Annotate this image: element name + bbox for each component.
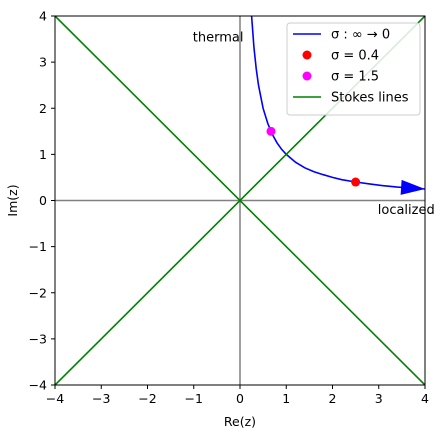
x-tick-label: 3 [375, 391, 383, 406]
legend-box [286, 22, 421, 116]
legend-marker-1 [302, 50, 312, 60]
legend-label-0: σ : ∞ → 0 [331, 28, 390, 43]
legend-label-3: Stokes lines [331, 91, 409, 106]
annotation-thermal: thermal [193, 30, 244, 45]
trajectory-arrowhead [400, 179, 425, 195]
y-tick-label: 1 [39, 147, 47, 162]
y-tick-label: −4 [29, 378, 47, 393]
x-tick-label: −2 [138, 391, 156, 406]
stokes-line-2 [55, 16, 425, 385]
y-tick-label: −1 [29, 239, 47, 254]
x-tick-label: −4 [46, 391, 64, 406]
points-layer [266, 126, 425, 195]
x-axis-label: Re(z) [224, 414, 256, 429]
marker-point-2 [266, 126, 276, 136]
legend-label-1: σ = 0.4 [331, 49, 379, 64]
y-tick-label: −2 [29, 285, 47, 300]
x-tick-label: −1 [185, 391, 203, 406]
y-tick-label: 0 [39, 193, 47, 208]
annotation-localized: localized [378, 203, 435, 218]
ticks-layer: −4 −3 −2 −1 0 1 2 3 4 −4 −3 −2 −1 0 1 2 3 4 [29, 9, 429, 407]
x-tick-label: 0 [236, 391, 244, 406]
x-tick-label: 2 [329, 391, 337, 406]
marker-point-1 [351, 177, 361, 187]
legend-label-2: σ = 1.5 [331, 70, 379, 85]
sigma-trajectory-line [250, 16, 425, 190]
annotations-layer: thermal localized [193, 30, 435, 218]
y-tick-label: 2 [39, 101, 47, 116]
y-tick-label: −3 [29, 331, 47, 346]
x-tick-label: −3 [92, 391, 110, 406]
legend: σ : ∞ → 0 σ = 0.4 σ = 1.5 Stokes lines [286, 22, 421, 116]
y-tick-label: 3 [39, 55, 47, 70]
y-axis-label: Im(z) [5, 184, 20, 216]
x-tick-label: 1 [282, 391, 290, 406]
x-tick-label: 4 [421, 391, 429, 406]
y-tick-label: 4 [39, 9, 47, 24]
legend-marker-2 [302, 71, 312, 81]
